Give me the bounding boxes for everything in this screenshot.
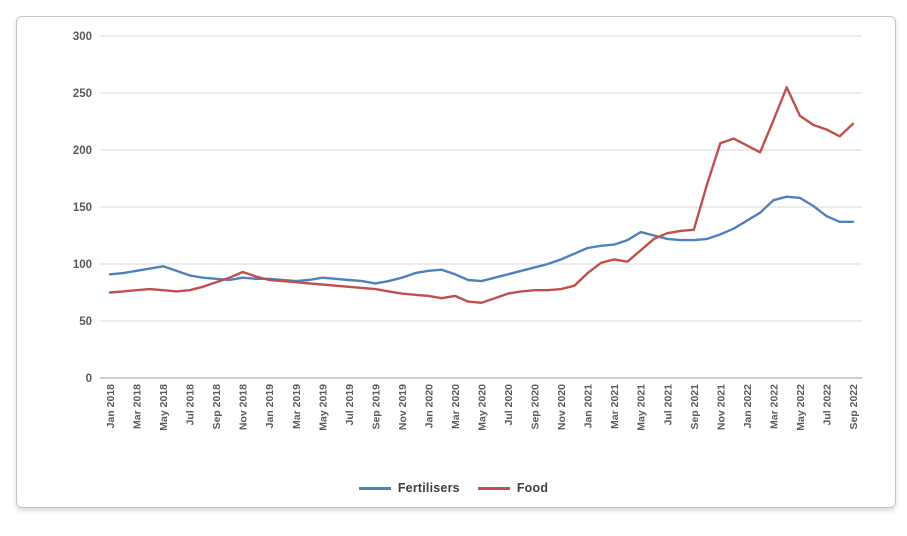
x-axis-tick-label: Sep 2020 [530, 384, 542, 430]
legend-label-fertilisers: Fertilisers [397, 481, 460, 495]
x-axis-tick-label: Jan 2019 [264, 384, 276, 429]
x-axis-tick-label: Mar 2022 [768, 384, 780, 429]
x-axis-tick-label: Mar 2021 [609, 384, 621, 429]
x-axis-tick-label: May 2022 [795, 384, 807, 431]
x-axis-tick-label: Sep 2022 [848, 384, 860, 430]
x-axis-tick-label: Nov 2018 [238, 384, 250, 430]
chart-card [16, 16, 896, 508]
fertilisers-line-swatch-icon [358, 486, 391, 490]
y-axis-tick-label: 200 [73, 145, 92, 157]
chart-legend: Fertilisers Food [0, 481, 907, 495]
x-axis-tick-label: Jan 2018 [105, 384, 117, 429]
y-axis-tick-label: 100 [73, 259, 92, 271]
y-axis-tick-label: 0 [86, 373, 92, 385]
x-axis-tick-label: Jan 2020 [423, 384, 435, 429]
x-axis-tick-label: Mar 2018 [132, 384, 144, 429]
x-axis-tick-label: May 2020 [477, 384, 489, 431]
x-axis-tick-label: Jul 2020 [503, 384, 515, 426]
x-axis-tick-label: Nov 2019 [397, 384, 409, 430]
x-axis-tick-label: Jul 2018 [185, 384, 197, 426]
x-axis-tick-label: May 2019 [317, 384, 329, 431]
x-axis-tick-label: Jan 2021 [583, 384, 595, 429]
x-axis-tick-label: Nov 2020 [556, 384, 568, 430]
food-line-swatch-icon [477, 486, 510, 490]
x-axis-tick-label: Sep 2018 [211, 384, 223, 430]
x-axis-tick-label: May 2021 [636, 384, 648, 431]
series-line-food [108, 86, 855, 304]
x-axis-tick-label: Jul 2021 [662, 384, 674, 426]
y-axis-tick-label: 150 [73, 202, 92, 214]
y-axis-tick-label: 300 [73, 31, 92, 43]
legend-item-fertilisers: Fertilisers [358, 481, 460, 495]
y-axis-tick-label: 50 [79, 316, 92, 328]
x-axis-tick-label: Jul 2022 [821, 384, 833, 426]
x-axis-tick-label: Jul 2019 [344, 384, 356, 426]
x-axis-tick-label: Sep 2021 [689, 384, 701, 430]
x-axis-tick-label: Mar 2020 [450, 384, 462, 429]
legend-item-food: Food [477, 481, 549, 495]
series-line-fertilisers [108, 195, 855, 285]
y-axis-tick-label: 250 [73, 88, 92, 100]
x-axis-tick-label: Sep 2019 [370, 384, 382, 430]
legend-label-food: Food [516, 481, 549, 495]
x-axis-tick-label: Jan 2022 [742, 384, 754, 429]
x-axis-tick-label: Nov 2021 [715, 384, 727, 430]
x-axis-tick-label: May 2018 [158, 384, 170, 431]
x-axis-tick-label: Mar 2019 [291, 384, 303, 429]
